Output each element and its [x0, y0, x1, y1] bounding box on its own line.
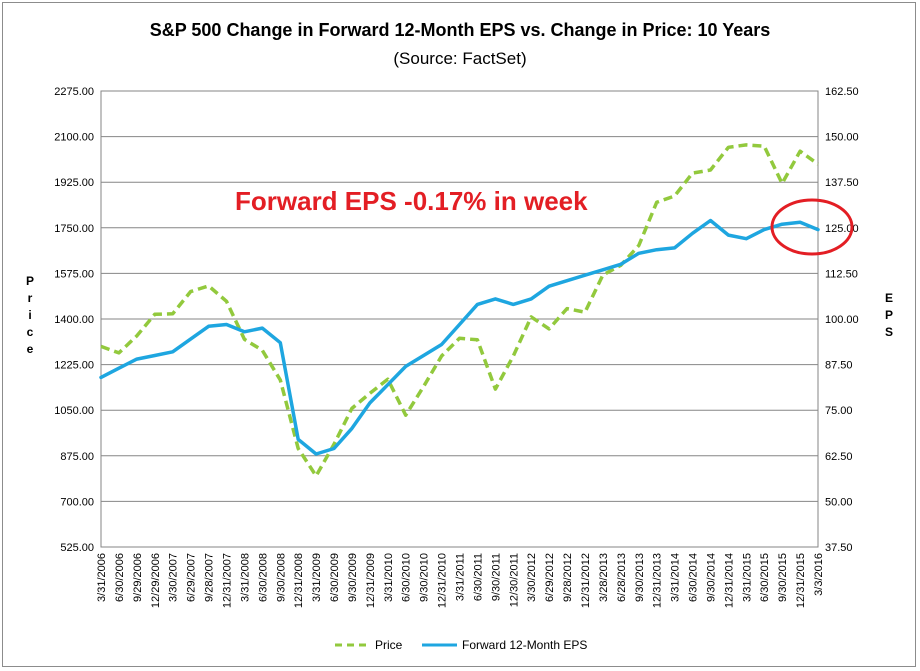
left-tick-label: 1575.00: [54, 268, 94, 280]
x-tick-label: 3/31/2008: [239, 553, 251, 602]
chart-subtitle: (Source: FactSet): [393, 49, 526, 68]
x-tick-label: 9/30/2009: [347, 553, 359, 602]
x-tick-label: 9/30/2013: [634, 553, 646, 602]
x-tick-label: 3/31/2015: [741, 553, 753, 602]
right-tick-label: 150.00: [825, 132, 859, 144]
x-tick-label: 12/29/2006: [150, 553, 162, 608]
left-tick-label: 2100.00: [54, 132, 94, 144]
left-tick-label: 700.00: [60, 496, 94, 508]
x-tick-label: 3/31/2010: [383, 553, 395, 602]
x-tick-label: 12/31/2014: [723, 553, 735, 608]
x-tick-label: 9/28/2012: [562, 553, 574, 602]
x-tick-label: 6/30/2008: [257, 553, 269, 602]
x-tick-label: 12/31/2012: [580, 553, 592, 608]
x-tick-label: 12/31/2008: [293, 553, 305, 608]
left-tick-label: 1050.00: [54, 405, 94, 417]
x-tick-label: 9/30/2011: [490, 553, 502, 601]
left-axis-ticks: 525.00 700.00 875.00 1050.00 1225.00 1400.00 1…: [54, 86, 94, 554]
right-tick-label: 87.50: [825, 360, 853, 372]
x-tick-label: 6/30/2011: [472, 553, 484, 601]
right-tick-label: 37.50: [825, 542, 853, 554]
axis-label-letter: S: [885, 325, 893, 339]
series-lines: [99, 143, 820, 478]
x-tick-label: 3/3/2016: [813, 553, 825, 596]
x-tick-label: 3/31/2009: [311, 553, 323, 602]
axis-label-letter: e: [27, 342, 34, 356]
axis-label-letter: P: [26, 274, 34, 288]
axis-label-letter: E: [885, 291, 893, 305]
x-tick-label: 9/29/2006: [132, 553, 144, 602]
plot-area-border: [100, 90, 819, 548]
x-tick-label: 9/30/2010: [419, 553, 431, 602]
x-tick-label: 12/31/2009: [365, 553, 377, 608]
right-tick-label: 50.00: [825, 496, 853, 508]
x-tick-label: 3/28/2013: [598, 553, 610, 602]
left-tick-label: 525.00: [60, 542, 94, 554]
right-tick-label: 112.50: [825, 268, 858, 280]
left-tick-label: 1400.00: [54, 314, 94, 326]
x-tick-label: 3/30/2007: [168, 553, 180, 602]
right-tick-label: 75.00: [825, 405, 853, 417]
x-tick-label: 12/31/2010: [437, 553, 449, 608]
x-tick-label: 9/30/2014: [705, 553, 717, 602]
x-tick-label: 6/30/2015: [759, 553, 771, 602]
x-tick-label: 6/29/2007: [186, 553, 198, 602]
x-tick-label: 3/31/2014: [670, 553, 682, 602]
x-tick-label: 6/29/2012: [544, 553, 556, 602]
left-tick-label: 2275.00: [54, 86, 94, 98]
left-tick-label: 1225.00: [54, 360, 94, 372]
x-tick-label: 3/31/2006: [96, 553, 108, 602]
annotation-circle: [770, 198, 854, 256]
x-tick-label: 6/30/2014: [688, 553, 700, 602]
x-tick-label: 6/30/2009: [329, 553, 341, 602]
right-tick-label: 100.00: [825, 314, 859, 326]
x-tick-label: 6/30/2010: [401, 553, 413, 602]
x-axis-ticks: 3/31/2006 6/30/2006 9/29/2006 12/29/2006 3/3…: [96, 553, 825, 608]
annotation-text: Forward EPS -0.17% in week: [235, 186, 588, 216]
x-tick-label: 12/31/2013: [652, 553, 664, 608]
x-tick-label: 9/30/2015: [777, 553, 789, 602]
x-tick-label: 9/28/2007: [204, 553, 216, 602]
legend-eps-label: Forward 12-Month EPS: [462, 638, 587, 652]
x-tick-label: 12/30/2011: [508, 553, 520, 607]
right-tick-label: 137.50: [825, 177, 859, 189]
left-tick-label: 1750.00: [54, 223, 94, 235]
left-axis-label: Price: [26, 274, 34, 356]
right-tick-label: 62.50: [825, 451, 853, 463]
right-tick-label: 162.50: [825, 86, 859, 98]
axis-label-letter: c: [27, 325, 34, 339]
right-axis-ticks: 37.50 50.00 62.50 75.00 87.50 100.00 112.50 125…: [825, 86, 859, 554]
right-axis-label: EPS: [885, 291, 893, 339]
x-tick-label: 6/28/2013: [616, 553, 628, 602]
x-tick-label: 3/30/2012: [526, 553, 538, 602]
legend: Price Forward 12-Month EPS: [335, 638, 587, 652]
x-tick-label: 6/30/2006: [114, 553, 126, 602]
x-tick-label: 12/31/2015: [795, 553, 807, 608]
right-tick-label: 125.00: [825, 223, 859, 235]
x-tick-label: 3/31/2011: [455, 553, 467, 601]
axis-label-letter: r: [28, 291, 33, 305]
left-tick-label: 1925.00: [54, 177, 94, 189]
left-tick-label: 875.00: [60, 451, 94, 463]
x-tick-label: 12/31/2007: [221, 553, 233, 608]
axis-label-letter: i: [28, 308, 31, 322]
legend-price-label: Price: [375, 638, 403, 652]
x-tick-label: 9/30/2008: [275, 553, 287, 602]
axis-label-letter: P: [885, 308, 893, 322]
chart-title: S&P 500 Change in Forward 12-Month EPS v…: [150, 20, 771, 40]
